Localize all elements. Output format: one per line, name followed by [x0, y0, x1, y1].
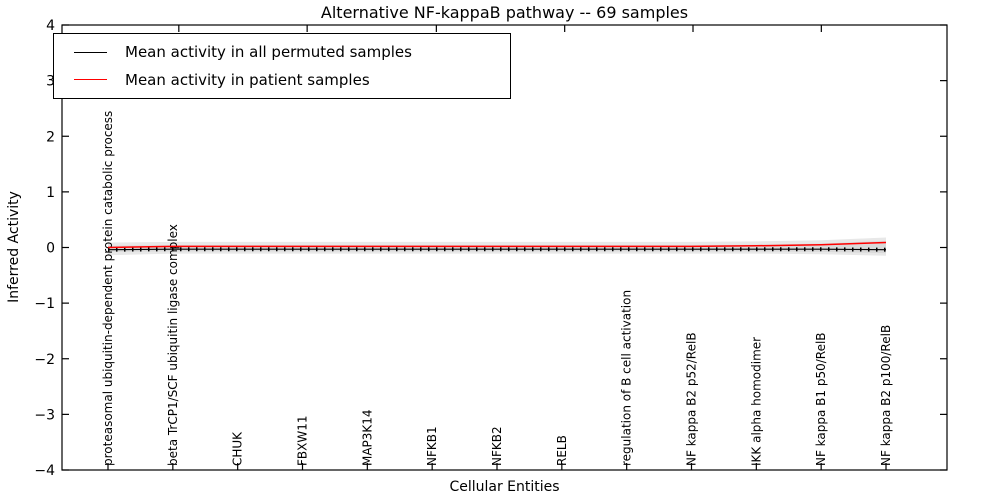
y-tick-label: −1 [34, 296, 55, 312]
legend-line-black [74, 51, 107, 53]
x-tick-label: NFKB1 [425, 426, 439, 466]
permuted-mean-line-markers [107, 247, 887, 252]
y-tick-label: 2 [46, 129, 55, 145]
x-tick-label: RELB [555, 435, 569, 466]
x-tick-label: NF kappa B2 p52/RelB [685, 332, 699, 466]
y-axis-label: Inferred Activity [6, 191, 22, 303]
legend: Mean activity in all permuted samples Me… [53, 33, 511, 99]
y-tick-label: 3 [46, 74, 55, 90]
x-tick-label: MAP3K14 [360, 409, 374, 466]
patient-mean-line [107, 241, 887, 249]
x-tick-label: regulation of B cell activation [620, 290, 634, 466]
x-tick-label: beta TrCP1/SCF ubiquitin ligase complex [166, 224, 180, 466]
legend-label-patient: Mean activity in patient samples [125, 70, 370, 89]
permuted-mean-line [107, 248, 887, 251]
legend-line-red [74, 79, 107, 81]
chart-title: Alternative NF-kappaB pathway -- 69 samp… [320, 3, 689, 22]
x-tick-label: NF kappa B2 p100/RelB [879, 325, 893, 466]
y-tick-label: −2 [34, 352, 55, 368]
y-tick-label: 4 [46, 18, 55, 34]
x-tick-label: NFKB2 [490, 426, 504, 466]
y-tick-label: 0 [46, 241, 55, 257]
x-tick-label: NF kappa B1 p50/RelB [814, 332, 828, 466]
legend-entry-permuted: Mean activity in all permuted samples [74, 43, 510, 61]
x-tick-label: proteasomal ubiquitin-dependent protein … [101, 111, 115, 466]
legend-entry-patient: Mean activity in patient samples [74, 71, 510, 89]
x-tick-label: CHUK [231, 431, 245, 466]
y-tick-label: −4 [34, 463, 55, 479]
x-tick-label: IKK alpha homodimer [749, 337, 763, 466]
x-axis-label: Cellular Entities [449, 479, 560, 495]
legend-label-permuted: Mean activity in all permuted samples [125, 43, 412, 62]
x-tick-label: FBXW11 [296, 416, 310, 467]
y-tick-label: −3 [34, 407, 55, 423]
y-tick-label: 1 [46, 185, 55, 201]
